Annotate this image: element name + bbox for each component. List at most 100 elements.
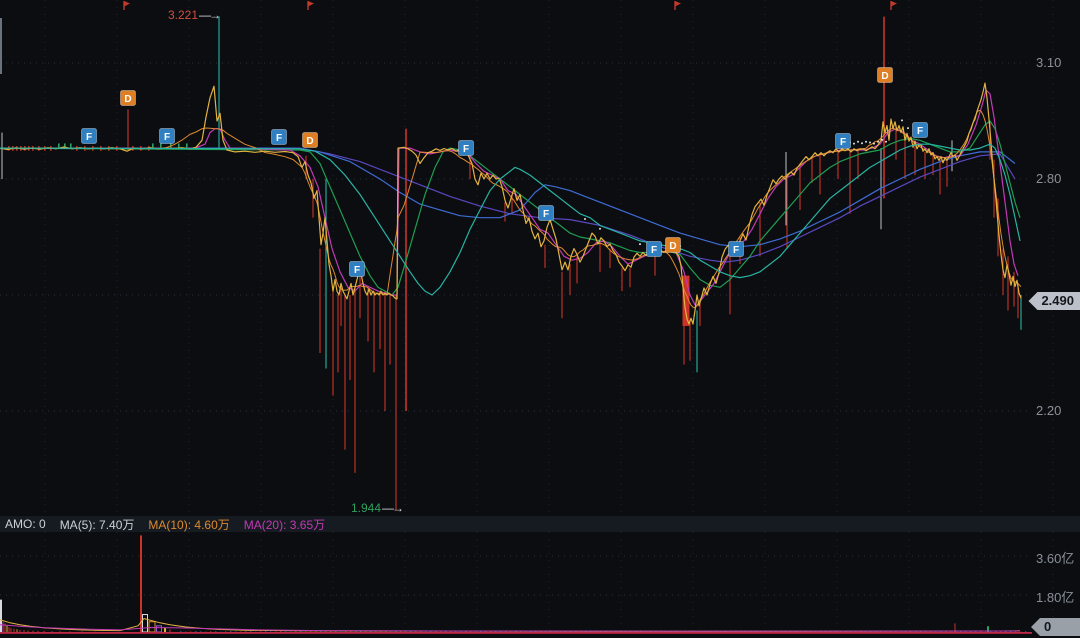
- price-dot: [869, 141, 871, 144]
- main-price-chart[interactable]: F D F F D F F F F D F F D F: [0, 0, 1080, 516]
- alert-flag-icon[interactable]: [124, 1, 130, 7]
- signal-badge-F[interactable]: F: [538, 205, 554, 221]
- volume-bar: [140, 535, 142, 632]
- volume-noise-bar: [315, 631, 317, 632]
- volume-noise-bar: [710, 631, 712, 632]
- volume-noise-bar: [895, 631, 897, 632]
- volume-baseline: [0, 632, 1032, 634]
- volume-bar: [164, 627, 166, 632]
- volume-noise-bar: [285, 631, 287, 632]
- volume-noise-bar: [1005, 631, 1007, 632]
- signal-badge-F[interactable]: F: [835, 133, 851, 149]
- volume-noise-bar: [180, 631, 182, 632]
- volume-noise-bar: [490, 631, 492, 632]
- volume-bar: [59, 631, 61, 632]
- signal-badge-F[interactable]: F: [271, 129, 287, 145]
- signal-badge-D[interactable]: D: [120, 90, 136, 106]
- tick-candle-green: [64, 143, 66, 148]
- tick-candle-green: [178, 143, 180, 148]
- volume-bar: [954, 623, 956, 632]
- volume-noise-bar: [395, 631, 397, 632]
- tick-candle-green: [58, 143, 60, 148]
- big-red-candle: [682, 275, 690, 326]
- volume-bar: [13, 628, 15, 632]
- price-axis-label: 2.80: [1036, 171, 1062, 186]
- price-dot: [639, 243, 641, 246]
- volume-bar: [23, 630, 25, 632]
- signal-badge-D[interactable]: D: [877, 67, 893, 83]
- signal-badge-D[interactable]: D: [665, 237, 681, 253]
- series-price: [0, 82, 1022, 325]
- volume-chart[interactable]: [0, 532, 1080, 638]
- svg-text:F: F: [463, 144, 469, 155]
- signal-badge-D[interactable]: D: [302, 132, 318, 148]
- volume-noise-bar: [265, 631, 267, 632]
- price-dot: [584, 218, 586, 221]
- volume-bar: [169, 629, 171, 632]
- svg-text:D: D: [669, 241, 676, 252]
- signal-badge-F[interactable]: F: [458, 140, 474, 156]
- tick-candle-green: [152, 143, 154, 148]
- volume-bar: [2, 621, 4, 632]
- volume-noise-bar: [845, 631, 847, 632]
- volume-bar: [19, 629, 21, 632]
- day-high-label: 3.221 —→: [168, 8, 221, 22]
- volume-noise-bar: [230, 631, 232, 632]
- volume-noise-bar: [960, 631, 962, 632]
- svg-text:F: F: [917, 126, 923, 137]
- volume-noise-bar: [750, 631, 752, 632]
- volume-noise-bar: [445, 631, 447, 632]
- volume-noise-bar: [420, 631, 422, 632]
- volume-noise-bar: [1015, 631, 1017, 632]
- day-high-value: 3.221: [168, 8, 199, 22]
- signal-badge-F[interactable]: F: [81, 128, 97, 144]
- volume-noise-bar: [435, 631, 437, 632]
- day-low-arrow-icon: —→: [382, 501, 404, 515]
- volume-noise-bar: [405, 631, 407, 632]
- signal-badge-F[interactable]: F: [159, 128, 175, 144]
- volume-noise-bar: [920, 631, 922, 632]
- svg-text:F: F: [840, 137, 846, 148]
- volume-noise-bar: [370, 631, 372, 632]
- screen-edge-artifact: [0, 18, 2, 74]
- day-low-value: 1.944: [351, 501, 382, 515]
- alert-flag-icon[interactable]: [891, 1, 897, 7]
- volume-noise-bar: [330, 631, 332, 632]
- current-price-tag: 2.490: [1028, 292, 1080, 310]
- volume-noise-bar: [485, 631, 487, 632]
- volume-bar: [0, 599, 2, 633]
- volume-noise-bar: [190, 631, 192, 632]
- legend-item-2: MA(10): 4.60万: [148, 517, 230, 532]
- signal-badge-F[interactable]: F: [349, 261, 365, 277]
- signal-badge-F[interactable]: F: [912, 122, 928, 138]
- volume-noise-bar: [1025, 631, 1027, 632]
- svg-text:F: F: [733, 245, 739, 256]
- series-ma-teal: [0, 143, 1021, 296]
- volume-noise-bar: [530, 631, 532, 632]
- volume-noise-bar: [480, 631, 482, 632]
- alert-flag-icon[interactable]: [308, 1, 314, 7]
- signal-badge-F[interactable]: F: [728, 241, 744, 257]
- volume-noise-bar: [945, 631, 947, 632]
- volume-noise-bar: [615, 631, 617, 632]
- volume-bar: [16, 629, 18, 632]
- price-dot: [901, 119, 903, 122]
- volume-noise-bar: [880, 631, 882, 632]
- tick-candle-green: [186, 143, 188, 148]
- volume-bar: [156, 625, 162, 633]
- alert-flag-icon[interactable]: [675, 1, 681, 7]
- svg-text:F: F: [354, 265, 360, 276]
- volume-noise-bar: [930, 631, 932, 632]
- signal-badge-F[interactable]: F: [646, 241, 662, 257]
- vol-ma-magenta: [0, 624, 1020, 632]
- legend-item-3: MA(20): 3.65万: [243, 517, 326, 532]
- price-dot: [885, 140, 887, 143]
- volume-noise-bar: [310, 631, 312, 632]
- volume-noise-bar: [430, 631, 432, 632]
- price-dot: [873, 142, 875, 145]
- price-dot: [881, 138, 883, 141]
- volume-noise-bar: [980, 631, 982, 632]
- price-dot: [907, 127, 909, 130]
- price-axis-label: 3.10: [1036, 55, 1062, 70]
